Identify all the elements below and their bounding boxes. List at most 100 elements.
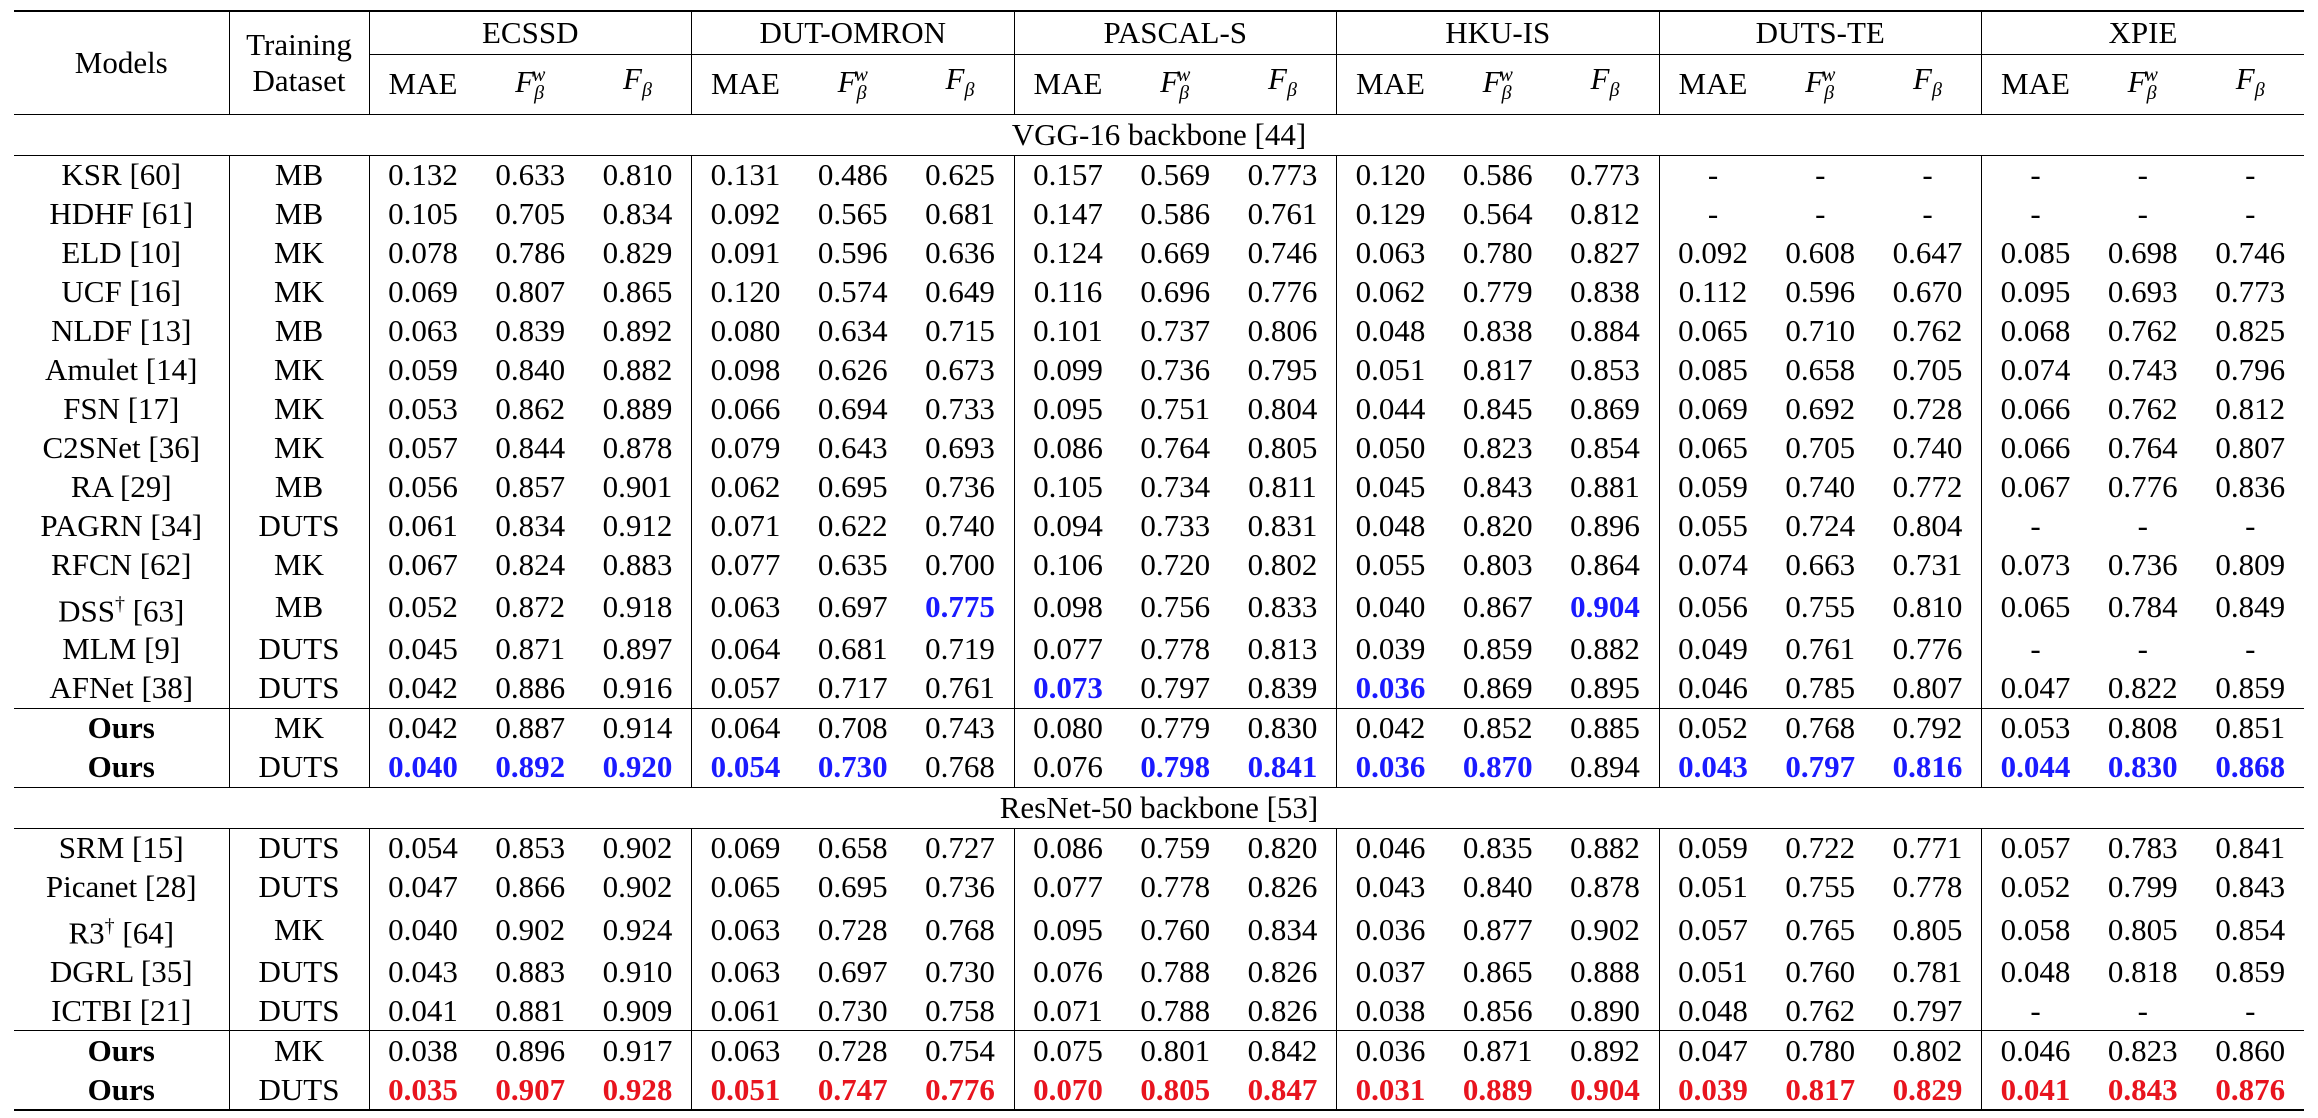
metric-value-cell: 0.865 [1462,953,1533,989]
metric-value-cell: 0.892 [1551,1030,1660,1071]
metric-value-cell: 0.736 [906,867,1015,907]
metric-value-cell: 0.761 [1785,631,1856,667]
metric-value-cell: 0.759 [1140,830,1211,866]
metric-value-cell: 0.694 [817,391,888,427]
metric-fw-sub: β [1824,82,1835,105]
model-citation: [63] [124,592,185,628]
metric-value-cell: 0.053 [1981,707,2089,748]
metric-fw-sub: β [534,82,545,105]
metric-value-cell: 0.486 [817,157,888,193]
ours-row: Ours DUTS 0.040 0.892 0.920 0.054 0.730 0.768 0.… [14,747,2304,788]
metric-value-cell: 0.751 [1140,391,1211,427]
metric-header-mae: MAE [369,54,477,115]
metric-value-cell: 0.036 [1355,911,1426,947]
metric-value-cell: 0.062 [1355,274,1426,310]
metric-value-cell: 0.038 [369,1030,477,1071]
metric-header-fw: Fβw [1444,54,1552,115]
model-name-cell: Ours [14,707,230,748]
metric-value-cell: 0.762 [2107,313,2178,349]
metric-value-cell: 0.043 [1355,869,1426,905]
model-name: FSN [17] [63,391,180,427]
table-row: RFCN [62] MK 0.067 0.824 0.883 0.077 0.635 0.70… [14,545,2304,585]
metric-fw-sup: w [1822,64,1836,86]
model-name: PAGRN [34] [40,508,203,544]
metric-value-cell: 0.063 [710,953,781,989]
metric-value-cell: 0.120 [1355,157,1426,193]
dagger-mark: † [104,914,115,937]
metric-value-cell: 0.067 [2000,469,2071,505]
metric-value-cell: 0.698 [2107,235,2178,271]
metric-value-cell: 0.779 [1121,707,1229,748]
metric-value-cell: 0.061 [710,992,781,1028]
metric-value-cell: - [2137,992,2148,1028]
metric-value-cell: 0.845 [1462,391,1533,427]
metric-value-cell: 0.046 [1678,670,1748,706]
model-name-cell: DGRL [35] [14,952,230,992]
metric-value-cell: 0.761 [1229,194,1337,234]
metric-value-cell: 0.795 [1229,350,1337,390]
metric-value-cell: 0.079 [710,430,781,466]
metric-value-cell: 0.868 [2215,749,2286,785]
metric-value-cell: 0.807 [1874,668,1982,709]
metric-value-cell: 0.040 [388,749,458,785]
ours-row: Ours MK 0.038 0.896 0.917 0.063 0.728 0.754 0.07… [14,1030,2304,1071]
metric-value-cell: - [2245,508,2256,544]
metric-value-cell: 0.045 [388,631,458,667]
metric-f-sub: β [641,78,652,101]
metric-value-cell: 0.860 [2196,1030,2304,1071]
metric-value-cell: 0.797 [1140,670,1211,706]
metric-symbol-f: Fβ [2236,61,2265,101]
metric-value-cell: 0.773 [1229,155,1337,195]
metric-value-cell: 0.918 [584,584,692,630]
metric-value-cell: 0.841 [1229,747,1337,788]
metric-value-cell: 0.808 [2089,707,2197,748]
section-title: ResNet-50 backbone [53] [14,786,2304,829]
model-name: DGRL [35] [49,953,193,989]
metric-value-cell: 0.743 [2107,352,2178,388]
metric-value-cell: 0.788 [1140,953,1211,989]
metric-value-cell: 0.786 [495,235,566,271]
metric-value-cell: 0.728 [817,911,888,947]
metric-value-cell: 0.776 [2107,469,2178,505]
table-header: Models Training Dataset ECSSD DUT-OMRON PA… [14,11,2304,115]
metric-value-cell: 0.902 [584,828,692,868]
metric-value-cell: 0.068 [2000,313,2071,349]
metric-value-cell: 0.881 [495,992,566,1028]
metric-header-f: Fβ [906,54,1015,115]
metric-value-cell: 0.059 [1678,830,1748,866]
metric-value-cell: 0.625 [906,155,1015,195]
metric-value-cell: 0.857 [495,469,566,505]
metric-value-cell: 0.776 [1229,272,1337,312]
metric-value-cell: 0.569 [1140,157,1211,193]
model-name-cell: Amulet [14] [14,350,230,390]
training-dataset-cell: MK [229,389,370,429]
metric-value-cell: 0.057 [2000,830,2071,866]
metric-value-cell: 0.636 [906,233,1015,273]
metric-value-cell: 0.778 [1140,631,1211,667]
metric-value-cell: 0.890 [1551,991,1660,1031]
metric-value-cell: 0.884 [1551,311,1660,351]
metric-value-cell: - [1874,155,1982,195]
metric-fw-sup: w [1499,64,1513,86]
metric-value-cell: 0.754 [906,1030,1015,1071]
metric-header-fw: Fβw [476,54,584,115]
metric-value-cell: 0.663 [1785,547,1856,583]
metric-value-cell: 0.063 [388,313,458,349]
metric-value-cell: 0.042 [388,670,458,706]
metric-value-cell: 0.802 [1229,545,1337,585]
metric-value-cell: 0.693 [906,428,1015,468]
metric-value-cell: 0.053 [388,391,458,427]
metric-value-cell: 0.878 [1551,867,1660,907]
metric-value-cell: 0.681 [906,194,1015,234]
metric-value-cell: 0.059 [1678,469,1748,505]
metric-value-cell: 0.066 [2000,391,2071,427]
metric-value-cell: 0.775 [906,584,1015,630]
metric-symbol-fw: Fβw [515,64,545,105]
metric-value-cell: - [2245,992,2256,1028]
metric-value-cell: 0.871 [1444,1030,1552,1071]
metric-value-cell: 0.132 [388,157,458,193]
metric-symbol-f: Fβ [1268,61,1297,101]
metric-value-cell: 0.051 [1678,953,1748,989]
metric-value-cell: 0.052 [1659,707,1767,748]
metric-value-cell: 0.720 [1140,547,1211,583]
